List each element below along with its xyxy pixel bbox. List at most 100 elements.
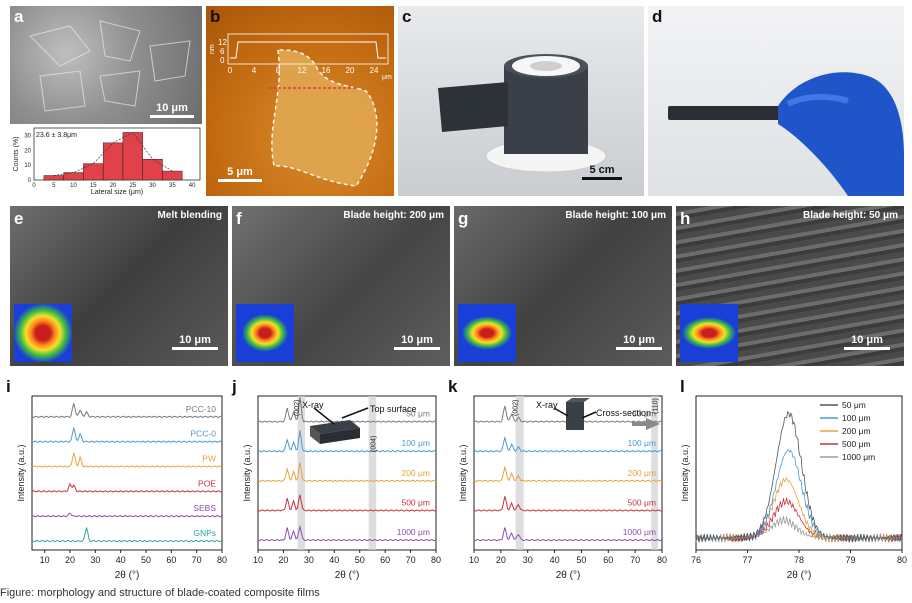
x-axis-label: 2θ (°)	[556, 570, 581, 581]
link-arrow	[646, 418, 660, 430]
trace-label: PCC-0	[190, 429, 216, 439]
xtick-label: 20	[496, 555, 506, 565]
xrd-trace	[257, 462, 437, 482]
trace-label: 200 μm	[627, 468, 656, 478]
sem-tag-e: Melt blending	[157, 210, 222, 221]
saxs-pattern-h	[680, 304, 738, 362]
histogram-bar	[83, 163, 104, 181]
plot-frame	[257, 395, 437, 551]
panel-label-f: f	[236, 209, 242, 228]
panel-a-scale-label: 10 μm	[156, 102, 188, 114]
xrd-trace	[31, 482, 223, 493]
xrd-plot-i: 10 20 30 40 50 60 70 80 2θ (°) Intensity (a.u.) PC…	[16, 395, 227, 581]
panel-k: 10 20 30 40 50 60 70 80 2θ (°) Intensity (a.u.) 50…	[446, 378, 668, 584]
trace-label: 50 μm	[406, 409, 430, 419]
trace-label: 50 μm	[632, 409, 656, 419]
legend-label: 200 μm	[842, 426, 871, 436]
legend-label: 100 μm	[842, 413, 871, 423]
surface-label: Top surface	[370, 404, 417, 414]
hist-xtick: 25	[129, 183, 136, 189]
xtick-label: 60	[603, 555, 613, 565]
profile-unit-y: nm	[209, 44, 216, 54]
sample-block	[310, 420, 360, 434]
xrd-plot-j: 10 20 30 40 50 60 70 80 2θ (°) Intensity (a.u.) 50…	[242, 395, 441, 581]
sem-scale-label-e: 10 μm	[179, 334, 211, 346]
panel-l: 76 77 78 79 80 2θ (°) Intensity (a.u.) 50 μm 100…	[670, 378, 908, 584]
sample-block-top	[566, 398, 590, 402]
xrd-trace	[257, 430, 437, 453]
peak-band	[651, 396, 658, 550]
profile-xtick: 24	[370, 66, 379, 75]
profile-xticks: 0 4 8 12 16 20 24	[228, 66, 379, 75]
hist-ytick: 10	[24, 163, 31, 169]
panel-i: 10 20 30 40 50 60 70 80 2θ (°) Intensity (a.u.) PC…	[4, 378, 228, 584]
sem-scale-label-g: 10 μm	[623, 334, 655, 346]
sem-scale-label-h: 10 μm	[851, 334, 883, 346]
trace-label: 100 μm	[627, 438, 656, 448]
section-arrow	[581, 411, 597, 419]
xtick-label: 80	[657, 555, 667, 565]
saxs-pattern-e	[14, 304, 72, 362]
hand-photo	[668, 72, 904, 196]
y-axis-label: Intensity (a.u.)	[16, 444, 26, 501]
trace-label: 1000 μm	[623, 527, 656, 537]
x-axis-label: 2θ (°)	[335, 570, 360, 581]
xtick-label: 20	[65, 555, 75, 565]
figure-caption: Figure: morphology and structure of blad…	[0, 587, 320, 599]
panel-label-e: e	[14, 209, 24, 228]
sem-scale-f: 10 μm	[394, 334, 440, 350]
y-axis-label: Intensity (a.u.)	[680, 444, 690, 501]
hist-xtick: 15	[90, 183, 97, 189]
trace-label: 100 μm	[401, 438, 430, 448]
xtick-label: 77	[742, 555, 752, 565]
xtick-label: 60	[166, 555, 176, 565]
peak-band	[368, 396, 377, 550]
panel-label-j: j	[232, 378, 237, 396]
panel-c-scale-label: 5 cm	[589, 164, 615, 176]
hist-ytick: 30	[24, 133, 31, 139]
panel-label-b: b	[210, 7, 221, 26]
xtick-label: 30	[304, 555, 314, 565]
panel-b-scale-label: 5 μm	[227, 166, 253, 178]
xray-arrow	[553, 407, 569, 417]
surface-arrow	[341, 407, 369, 419]
xtick-label: 78	[794, 555, 804, 565]
xrd-plot-k: 10 20 30 40 50 60 70 80 2θ (°) Intensity (a.u.) 50…	[458, 395, 667, 581]
hist-xlabel: Lateral size (μm)	[91, 189, 143, 196]
profile-xtick: 16	[322, 66, 331, 75]
hist-xtick: 20	[110, 183, 117, 189]
xtick-label: 10	[40, 555, 50, 565]
sem-scale-g: 10 μm	[616, 334, 662, 350]
xrd-trace	[257, 494, 437, 512]
hist-xticks: 0 5 10 15 20 25 30 35 40 0 10 20 30	[24, 133, 196, 189]
profile-xtick: 8	[276, 66, 281, 75]
xrd-trace	[31, 403, 223, 418]
legend-label: 500 μm	[842, 439, 871, 449]
hist-xtick: 30	[149, 183, 156, 189]
sample-block-side	[310, 426, 320, 444]
panel-label-k: k	[448, 378, 458, 396]
profile-xtick: 0	[228, 66, 233, 75]
trace-label: 200 μm	[401, 468, 430, 478]
saxs-pattern-f	[236, 304, 294, 362]
xtick-label: 30	[523, 555, 533, 565]
x-axis-label: 2θ (°)	[115, 570, 140, 581]
xtick-label: 50	[576, 555, 586, 565]
hist-ytick: 20	[24, 148, 31, 154]
panel-g: Blade height: 100 μm 10 μm g	[454, 206, 672, 366]
xrd-trace	[32, 426, 223, 443]
hist-xtick: 35	[169, 183, 176, 189]
xtick-label: 40	[550, 555, 560, 565]
histogram-bar	[102, 142, 124, 181]
trace-label: SEBS	[193, 503, 216, 513]
xtick-label: 10	[469, 555, 479, 565]
histogram-bar	[43, 175, 64, 181]
xtick-label: 40	[329, 555, 339, 565]
histogram-bar	[63, 172, 84, 181]
peak-band	[515, 396, 524, 550]
xtick-label: 20	[278, 555, 288, 565]
plot-frame	[31, 395, 223, 551]
hist-xtick: 40	[189, 183, 196, 189]
xrd-trace	[31, 452, 223, 468]
section-label: Cross-section	[596, 408, 651, 418]
